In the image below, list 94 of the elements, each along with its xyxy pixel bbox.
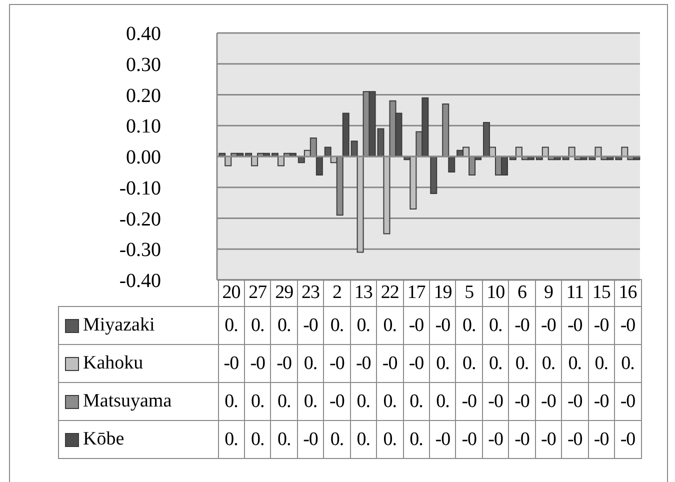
legend-label: Matsuyama: [83, 390, 172, 412]
legend-label: Kahoku: [83, 352, 144, 374]
data-label: 0.: [535, 344, 562, 382]
x-tick-label: 22: [376, 280, 404, 306]
data-label: 0.: [376, 420, 404, 458]
x-tick-label: 9: [535, 280, 562, 306]
data-label: 0.: [614, 344, 641, 382]
x-tick-label: 16: [614, 280, 641, 306]
data-label: 0.: [562, 344, 588, 382]
y-tick-label: 0.40: [126, 23, 161, 46]
x-tick-label: 19: [430, 280, 456, 306]
x-tick-label: 15: [588, 280, 615, 306]
data-label: -0: [482, 382, 509, 420]
y-tick-label: 0.10: [126, 116, 161, 138]
y-tick-label: 0.20: [126, 84, 161, 107]
data-label: -0: [562, 382, 588, 420]
data-label: -0: [562, 420, 588, 458]
data-label: 0.: [297, 382, 324, 420]
x-tick-label: 2: [324, 280, 350, 306]
data-label: -0: [508, 306, 536, 344]
data-label: -0: [614, 420, 641, 458]
data-label: 0.: [297, 344, 324, 382]
data-label: 0.: [376, 306, 404, 344]
y-tick-label: 0.30: [126, 54, 161, 76]
data-label: -0: [508, 382, 536, 420]
data-label: -0: [588, 382, 615, 420]
data-label: 0.: [376, 382, 404, 420]
x-tick-label: 29: [270, 280, 298, 306]
data-label: -0: [297, 420, 324, 458]
data-label: 0.: [430, 382, 456, 420]
y-tick-label: 0.00: [126, 146, 161, 169]
data-label: -0: [614, 306, 641, 344]
data-label: 0.: [350, 420, 377, 458]
y-tick-label: -0.30: [119, 239, 161, 262]
data-label: 0.: [482, 344, 509, 382]
data-label: 0.: [403, 382, 430, 420]
x-tick-label: 6: [508, 280, 536, 306]
x-tick-label: 11: [562, 280, 588, 306]
data-label: 0.: [350, 306, 377, 344]
bar: [430, 156, 438, 194]
data-label: -0: [588, 306, 615, 344]
data-label: 0.: [588, 344, 615, 382]
data-label: -0: [456, 420, 482, 458]
data-label: 0.: [218, 382, 244, 420]
data-label: -0: [270, 344, 298, 382]
data-label: -0: [535, 420, 562, 458]
data-label: 0.: [270, 420, 298, 458]
data-label: 0.: [430, 344, 456, 382]
data-label: -0: [244, 344, 271, 382]
y-tick-label: -0.10: [119, 177, 161, 200]
data-label: 0.: [270, 306, 298, 344]
data-label: 0.: [270, 382, 298, 420]
data-label: -0: [535, 382, 562, 420]
data-label: 0.: [482, 306, 509, 344]
data-label: 0.: [244, 382, 271, 420]
data-label: 0.: [350, 382, 377, 420]
y-tick-label: -0.40: [119, 270, 161, 292]
data-label: -0: [430, 306, 456, 344]
data-label: -0: [218, 344, 244, 382]
legend-label: Miyazaki: [83, 314, 155, 336]
x-tick-label: 5: [456, 280, 482, 306]
data-label: -0: [508, 420, 536, 458]
x-tick-label: 10: [482, 280, 509, 306]
data-label: 0.: [218, 306, 244, 344]
data-label: 0.: [244, 306, 271, 344]
data-label: -0: [376, 344, 404, 382]
data-label: -0: [562, 306, 588, 344]
data-label: -0: [614, 382, 641, 420]
data-label: -0: [324, 382, 350, 420]
data-label: -0: [403, 306, 430, 344]
x-tick-label: 23: [297, 280, 324, 306]
legend-label: Kōbe: [83, 428, 124, 450]
data-label: 0.: [508, 344, 536, 382]
data-label: 0.: [456, 306, 482, 344]
data-label: 0.: [244, 420, 271, 458]
data-label: -0: [588, 420, 615, 458]
data-label: 0.: [218, 420, 244, 458]
data-label: 0.: [403, 420, 430, 458]
data-label: 0.: [456, 344, 482, 382]
data-label: -0: [403, 344, 430, 382]
data-label: -0: [324, 344, 350, 382]
data-label: -0: [297, 306, 324, 344]
data-label: -0: [535, 306, 562, 344]
data-label: -0: [430, 420, 456, 458]
data-label: 0.: [324, 420, 350, 458]
x-tick-label: 13: [350, 280, 377, 306]
x-tick-label: 20: [218, 280, 244, 306]
data-label: -0: [482, 420, 509, 458]
data-label: -0: [456, 382, 482, 420]
x-tick-label: 17: [403, 280, 430, 306]
data-label: -0: [350, 344, 377, 382]
y-tick-label: -0.20: [119, 208, 161, 230]
x-tick-label: 27: [244, 280, 271, 306]
data-label: 0.: [324, 306, 350, 344]
